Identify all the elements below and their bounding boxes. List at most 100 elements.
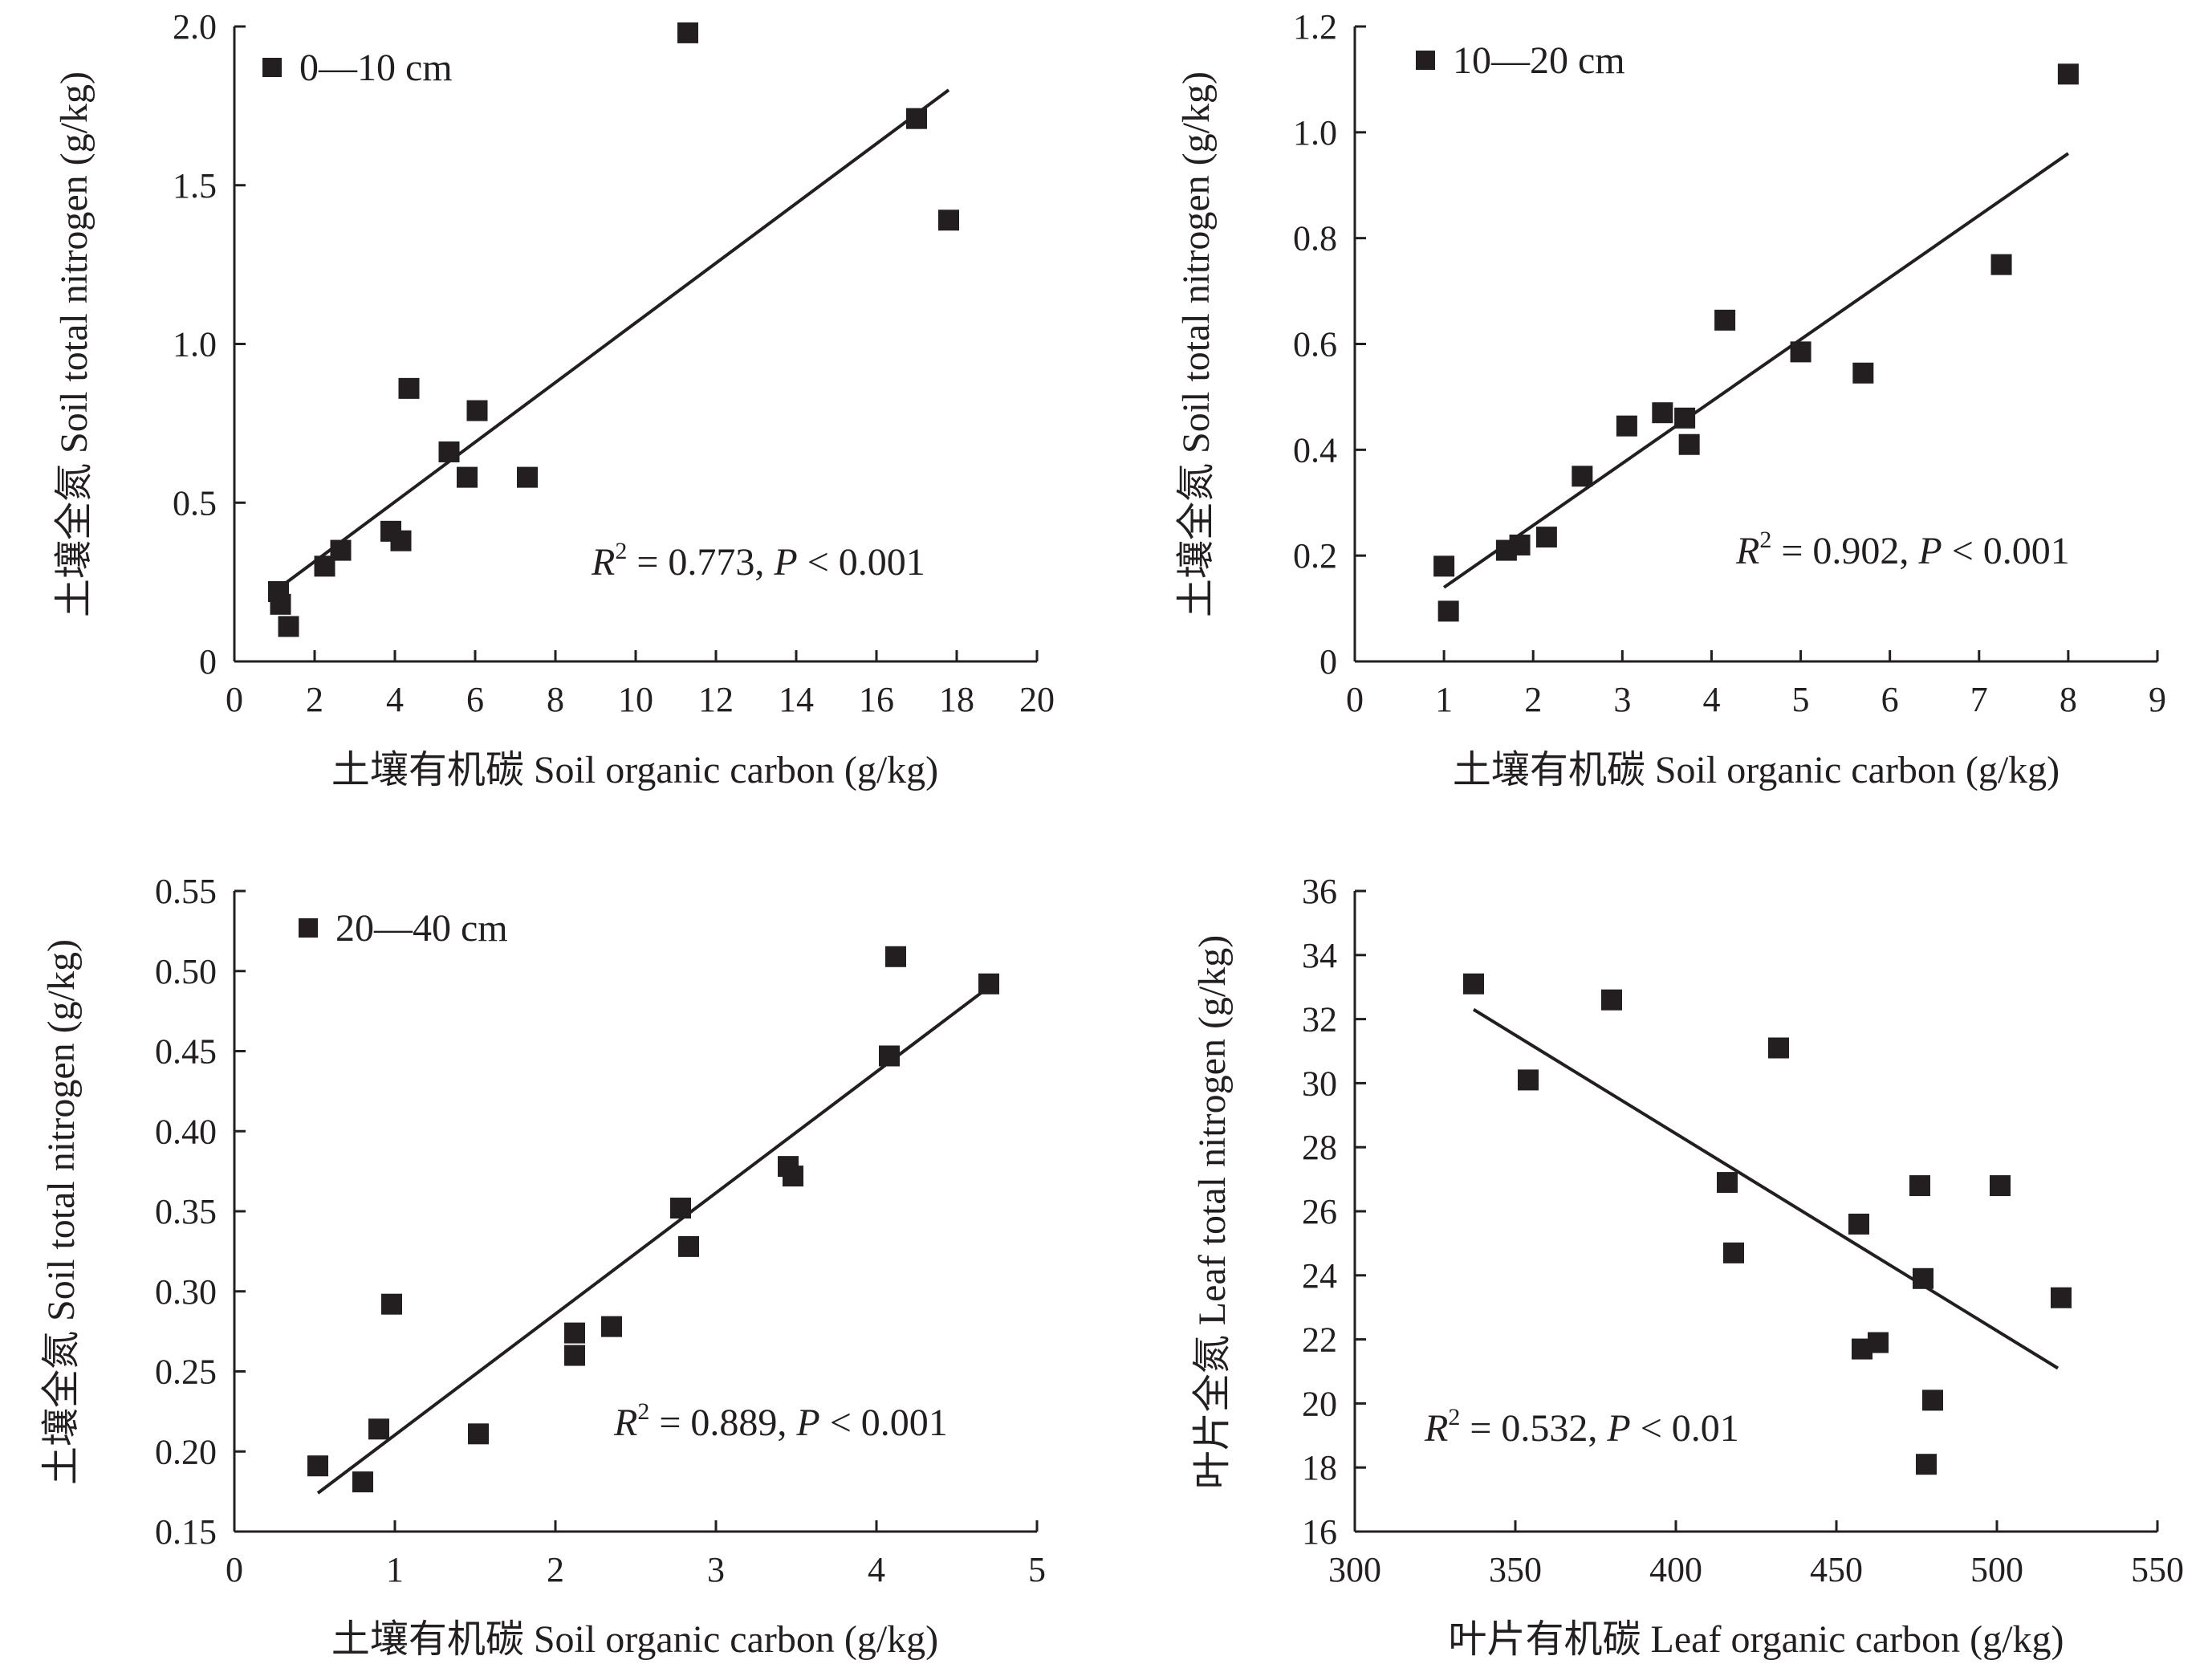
y-tick-label: 32 [1302, 1000, 1337, 1039]
x-tick-label: 8 [2060, 680, 2077, 719]
y-tick-label: 0.6 [1293, 325, 1337, 364]
stat-r: R [1424, 1407, 1448, 1450]
x-tick-label: 2 [1524, 680, 1542, 719]
y-tick-label: 16 [1302, 1512, 1337, 1552]
stat-r-superscript: 2 [637, 1398, 649, 1425]
data-point [1509, 534, 1531, 555]
x-tick-label: 18 [939, 680, 974, 719]
x-tick-label: 7 [1970, 680, 1988, 719]
data-point [1909, 1175, 1930, 1197]
panel-20-40cm: 0.15 0.20 0.25 0.30 0.35 0.40 0.45 0.50 0.55 0 1 2 3… [40, 872, 1046, 1661]
x-tick-label: 500 [1970, 1550, 2023, 1589]
y-tick-label: 0.8 [1293, 219, 1337, 258]
x-tick-label: 350 [1489, 1550, 1542, 1589]
stats-annotation: R2 = 0.532, P < 0.01 [1424, 1404, 1739, 1450]
stat-r2-value: = 0.532, [1460, 1407, 1607, 1450]
stats-annotation: R2 = 0.902, P < 0.001 [1735, 527, 2070, 572]
regression-line [1472, 1007, 2060, 1370]
data-point [517, 466, 538, 488]
x-tick-label: 9 [2149, 680, 2166, 719]
y-tick-label: 26 [1302, 1192, 1337, 1231]
legend-label: 20—40 cm [335, 907, 508, 950]
data-point [1848, 1213, 1869, 1235]
y-tick-label: 1.0 [173, 325, 217, 364]
data-point [468, 1423, 489, 1445]
y-tick-label: 0.5 [173, 483, 217, 523]
y-axis-title: 叶片全氮 Leaf total nitrogen (g/kg) [1191, 935, 1234, 1490]
data-point [390, 530, 412, 551]
stat-p: P [1917, 530, 1942, 572]
y-tick-label: 2.0 [173, 7, 217, 47]
data-point [783, 1166, 803, 1187]
x-tick-label: 6 [1881, 680, 1899, 719]
x-tick-label: 2 [306, 680, 323, 719]
data-point [1616, 415, 1637, 437]
data-point [1437, 600, 1459, 622]
x-tick-label: 450 [1810, 1550, 1863, 1589]
y-axis-title: 土壤全氮 Soil total nitrogen (g/kg) [1175, 71, 1218, 617]
stat-r: R [1735, 530, 1759, 572]
x-axis-title: 叶片有机碳 Leaf organic carbon (g/kg) [1449, 1618, 2064, 1661]
regression-line [277, 88, 950, 590]
data-point [1717, 1172, 1738, 1194]
regression-line [316, 986, 990, 1495]
x-tick-label: 550 [2131, 1550, 2184, 1589]
stat-r: R [613, 1402, 637, 1444]
stat-p: P [1606, 1407, 1630, 1450]
data-point [564, 1322, 585, 1344]
data-point [381, 1293, 402, 1315]
x-tick-label: 300 [1328, 1550, 1381, 1589]
y-tick-label: 22 [1302, 1320, 1337, 1360]
data-point [1990, 254, 2012, 275]
legend-marker [262, 58, 282, 77]
y-tick-label: 0.2 [1293, 536, 1337, 576]
x-axis-title: 土壤有机碳 Soil organic carbon (g/kg) [331, 749, 938, 791]
x-tick-label: 400 [1649, 1550, 1702, 1589]
data-point [1723, 1242, 1744, 1263]
x-tick-label: 4 [1702, 680, 1720, 719]
panel-0-10cm: 0 0.5 1.0 1.5 2.0 0 2 4 6 8 10 12 14 16 18 20 土壤有机碳 Soil… [53, 7, 1055, 791]
x-tick-label: 16 [859, 680, 894, 719]
stat-r-superscript: 2 [615, 538, 627, 564]
x-tick-label: 1 [1435, 680, 1453, 719]
x-tick-label: 14 [779, 680, 814, 719]
data-point [601, 1316, 622, 1337]
data-point [398, 377, 420, 399]
data-point [677, 22, 698, 43]
data-point [438, 441, 460, 462]
legend-marker [1416, 51, 1435, 70]
data-point [1768, 1037, 1789, 1059]
data-point [278, 616, 299, 637]
data-point [906, 108, 927, 129]
x-tick-label: 1 [386, 1550, 404, 1589]
x-tick-label: 8 [547, 680, 564, 719]
y-tick-label: 34 [1302, 936, 1337, 975]
data-point [879, 1045, 900, 1067]
data-point [1535, 527, 1557, 548]
data-point [978, 973, 999, 995]
x-tick-label: 2 [547, 1550, 564, 1589]
y-tick-label: 30 [1302, 1064, 1337, 1103]
x-tick-label: 20 [1019, 680, 1055, 719]
stat-r2-value: = 0.902, [1771, 530, 1918, 572]
data-point [564, 1345, 585, 1366]
x-tick-label: 3 [1613, 680, 1631, 719]
data-point [352, 1471, 373, 1493]
y-tick-label: 0.25 [155, 1353, 217, 1392]
data-point [330, 539, 352, 561]
y-tick-label: 0.55 [155, 872, 217, 911]
data-point [678, 1235, 699, 1257]
data-point [457, 466, 478, 488]
data-point [885, 946, 906, 967]
y-tick-label: 36 [1302, 872, 1337, 911]
data-point [1518, 1069, 1539, 1091]
stats-annotation: R2 = 0.889, P < 0.001 [613, 1398, 948, 1444]
legend-label: 10—20 cm [1453, 39, 1625, 82]
x-tick-label: 3 [707, 1550, 725, 1589]
x-tick-label: 10 [618, 680, 653, 719]
y-tick-label: 24 [1302, 1256, 1337, 1296]
stat-r-superscript: 2 [1759, 527, 1771, 553]
stat-p: P [795, 1402, 819, 1444]
data-point [1463, 973, 1484, 995]
